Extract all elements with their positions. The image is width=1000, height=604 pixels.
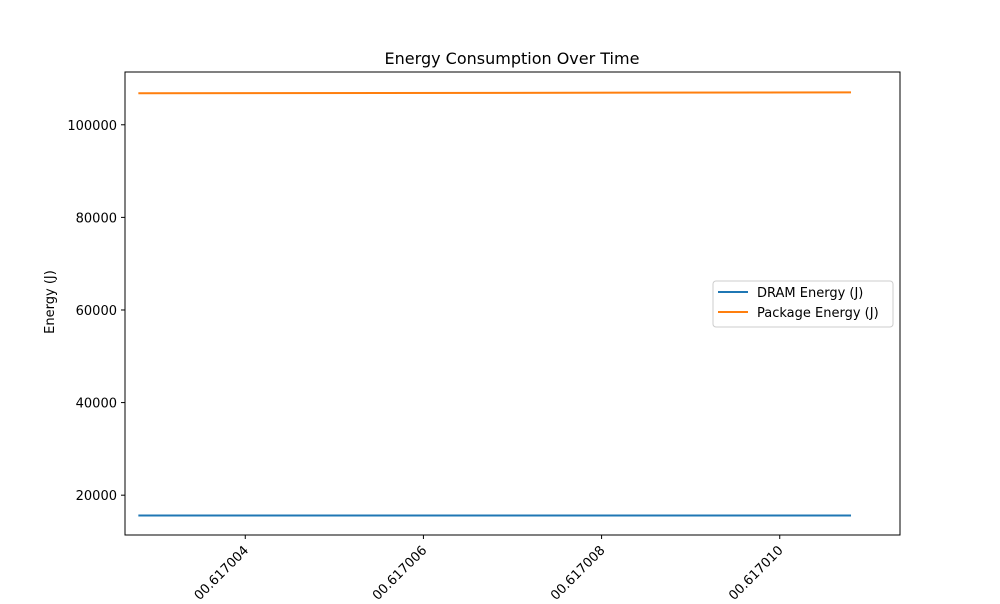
plot-frame (124, 71, 901, 536)
y-axis-label: Energy (J) (43, 270, 58, 334)
legend-label-dram: DRAM Energy (J) (757, 286, 863, 301)
legend-box (712, 280, 894, 328)
series-line-package-energy-j (138, 91, 852, 95)
legend: DRAM Energy (J) Package Energy (J) (712, 280, 894, 328)
y-tick-label: 60000 (76, 304, 117, 319)
series-layer (138, 91, 852, 517)
y-tick-label: 40000 (76, 397, 117, 412)
y-tick-label: 100000 (67, 119, 117, 134)
legend-label-package: Package Energy (J) (757, 306, 879, 321)
chart-title: Energy Consumption Over Time (385, 49, 640, 68)
y-tick-label: 20000 (76, 489, 117, 504)
y-tick-label: 80000 (76, 211, 117, 226)
